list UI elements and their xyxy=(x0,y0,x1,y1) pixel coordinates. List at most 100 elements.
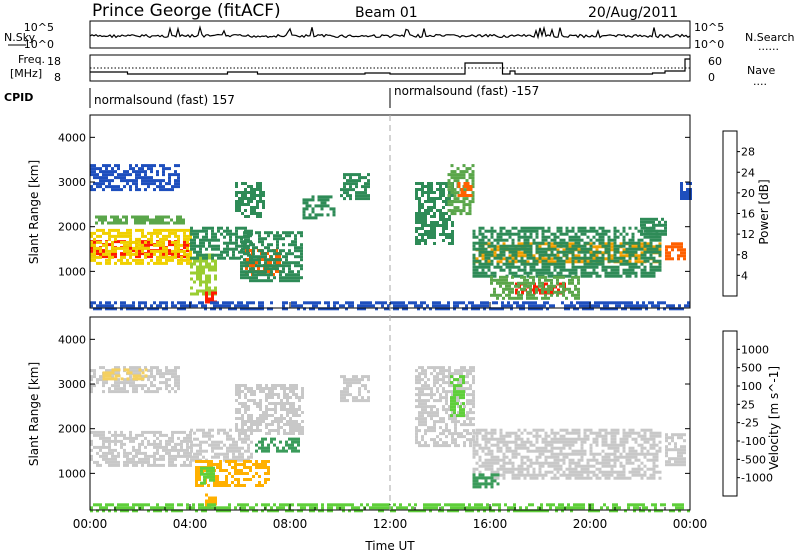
heatmap-cell xyxy=(255,463,258,466)
heatmap-cell xyxy=(238,244,241,248)
heatmap-cell xyxy=(433,224,436,227)
heatmap-cell xyxy=(565,229,569,233)
heatmap-cell xyxy=(427,236,430,239)
heatmap-cell xyxy=(496,467,500,471)
heatmap-cell xyxy=(481,434,485,438)
heatmap-cell xyxy=(270,437,273,441)
heatmap-cell xyxy=(211,235,214,239)
heatmap-cell xyxy=(535,259,539,263)
heatmap-cell xyxy=(162,185,165,189)
heatmap-cell xyxy=(105,369,108,373)
heatmap-cell xyxy=(147,457,150,461)
heatmap-cell xyxy=(613,247,617,251)
heatmap-cell xyxy=(469,402,472,406)
heatmap-cell xyxy=(613,250,617,254)
heatmap-cell xyxy=(535,274,539,278)
heatmap-cell xyxy=(267,246,270,250)
heatmap-cell xyxy=(165,258,168,262)
heatmap-cell xyxy=(427,444,430,448)
heatmap-cell xyxy=(162,463,165,467)
heatmap-cell xyxy=(345,301,348,305)
heatmap-cell xyxy=(229,247,232,251)
heatmap-cell xyxy=(540,304,543,308)
heatmap-cell xyxy=(150,170,153,174)
heatmap-cell xyxy=(174,375,177,379)
heatmap-cell xyxy=(123,387,126,391)
heatmap-cell xyxy=(288,446,291,450)
heatmap-cell xyxy=(529,235,533,239)
heatmap-cell xyxy=(111,243,114,247)
heatmap-cell xyxy=(249,240,252,244)
heatmap-cell xyxy=(430,438,433,442)
heatmap-cell xyxy=(637,241,641,245)
heatmap-cell xyxy=(550,245,554,249)
heatmap-cell xyxy=(196,229,199,233)
heatmap-cell xyxy=(190,256,193,260)
heatmap-cell xyxy=(484,241,488,245)
heatmap-cell xyxy=(96,255,99,259)
heatmap-cell xyxy=(93,173,96,177)
heatmap-cell xyxy=(232,449,235,453)
heatmap-cell xyxy=(541,271,545,275)
heatmap-cell xyxy=(289,405,292,408)
heatmap-cell xyxy=(162,375,165,379)
heatmap-cell xyxy=(318,307,321,311)
heatmap-cell xyxy=(346,191,349,195)
heatmap-cell xyxy=(259,182,262,185)
heatmap-cell xyxy=(177,243,180,247)
heatmap-cell xyxy=(636,304,639,308)
heatmap-cell xyxy=(93,433,96,437)
heatmap-cell xyxy=(450,408,453,412)
heatmap-cell xyxy=(457,432,460,436)
heatmap-cell xyxy=(144,451,147,455)
heatmap-cell xyxy=(297,249,300,253)
heatmap-cell xyxy=(468,200,472,204)
heatmap-cell xyxy=(598,256,602,260)
heatmap-cell xyxy=(526,290,529,294)
heatmap-cell xyxy=(471,182,475,186)
heatmap-cell xyxy=(152,218,155,222)
heatmap-cell xyxy=(255,246,258,250)
heatmap-cell xyxy=(439,194,442,197)
heatmap-cell xyxy=(680,242,683,246)
heatmap-cell xyxy=(231,460,234,463)
heatmap-cell xyxy=(520,242,524,246)
heatmap-cell xyxy=(111,448,114,452)
heatmap-cell xyxy=(144,182,147,186)
heatmap-cell xyxy=(156,372,159,376)
heatmap-cell xyxy=(275,255,278,258)
heatmap-cell xyxy=(577,229,581,233)
heatmap-cell xyxy=(165,307,168,311)
heatmap-cell xyxy=(367,173,370,177)
y-tick-label: 2000 xyxy=(58,221,86,234)
heatmap-cell xyxy=(520,254,524,258)
heatmap-cell xyxy=(300,234,303,238)
heatmap-cell xyxy=(430,206,433,209)
heatmap-cell xyxy=(562,238,566,242)
heatmap-cell xyxy=(202,455,205,459)
heatmap-cell xyxy=(280,408,283,411)
heatmap-cell xyxy=(515,282,518,286)
heatmap-cell xyxy=(249,261,252,265)
heatmap-cell xyxy=(487,464,491,468)
heatmap-cell xyxy=(324,301,327,305)
heatmap-cell xyxy=(487,437,491,441)
heatmap-cell xyxy=(298,426,301,429)
heatmap-cell xyxy=(183,463,186,467)
heatmap-cell xyxy=(502,278,505,282)
heatmap-cell xyxy=(158,215,161,219)
heatmap-cell xyxy=(286,402,289,405)
heatmap-cell xyxy=(606,301,609,305)
heatmap-cell xyxy=(535,446,539,450)
heatmap-cell xyxy=(421,212,424,215)
heatmap-cell xyxy=(665,254,668,258)
heatmap-cell xyxy=(531,304,534,308)
heatmap-cell xyxy=(114,261,117,265)
heatmap-cell xyxy=(471,301,474,305)
heatmap-cell xyxy=(202,238,205,242)
heatmap-cell xyxy=(159,261,162,265)
heatmap-cell xyxy=(466,387,469,391)
heatmap-cell xyxy=(505,455,509,459)
heatmap-cell xyxy=(268,423,271,426)
heatmap-cell xyxy=(451,420,454,424)
